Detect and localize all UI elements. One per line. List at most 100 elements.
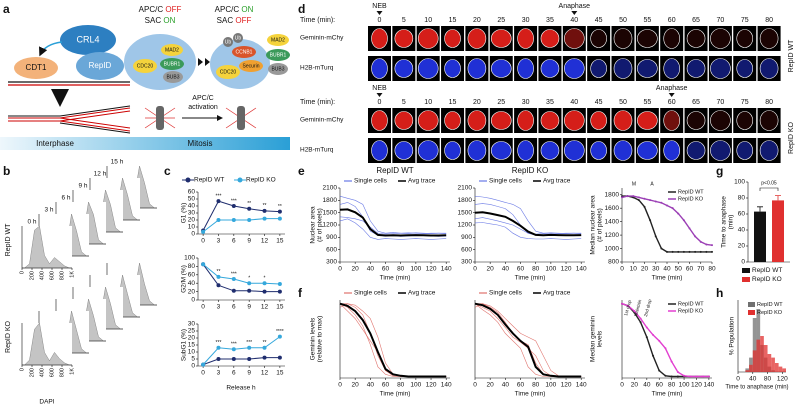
y-tick-label: 2100 — [458, 185, 473, 192]
event-arrow — [376, 93, 383, 97]
cell — [736, 59, 754, 78]
point — [701, 375, 704, 378]
hist-bar — [763, 345, 768, 372]
cell — [759, 28, 779, 49]
panel-label: a — [3, 2, 10, 16]
legend-label: RepID KO — [678, 308, 704, 314]
point — [231, 347, 236, 352]
protein — [133, 59, 157, 73]
channel-label: H2B-mTurq — [300, 65, 334, 72]
avg-trace — [339, 208, 447, 237]
y-tick-label: 80 — [738, 195, 746, 202]
cell — [686, 141, 706, 160]
x-tick-label: 20 — [487, 382, 495, 389]
legend-label: RepID WT — [194, 177, 224, 184]
channel-label: Geminin-mChy — [300, 35, 344, 42]
significance: *** — [246, 340, 252, 346]
protein — [239, 60, 263, 72]
row-label: RepID WT — [5, 223, 12, 256]
fork — [8, 105, 131, 134]
significance: *** — [231, 198, 237, 204]
time-tick: 10 — [424, 99, 432, 106]
y-tick-label: 1200 — [323, 222, 338, 229]
x-tick-label: 120 — [561, 382, 572, 389]
x-tick-label: 1K — [69, 368, 75, 375]
legend-label: Single cells — [354, 290, 388, 297]
y-tick-label: 60 — [188, 189, 196, 196]
point — [658, 339, 661, 342]
event-arrow — [571, 11, 578, 15]
frame — [757, 108, 781, 133]
point — [637, 196, 640, 199]
time-tick: 20 — [473, 99, 481, 106]
chart-title: RepID KO — [512, 166, 548, 175]
legend-label: RepID WT — [678, 189, 704, 195]
single-trace — [474, 222, 582, 240]
hist-bar — [767, 354, 772, 372]
y-tick-label: 1000 — [605, 245, 620, 252]
cell — [613, 58, 633, 79]
time-label: 12 h — [94, 171, 107, 178]
time-tick: 40 — [570, 99, 578, 106]
time-tick: 0 — [378, 17, 382, 24]
cell — [637, 29, 658, 48]
x-tick-label: 50 — [675, 266, 683, 273]
y-axis-label: G1 (%) — [181, 203, 188, 224]
single-trace — [339, 303, 447, 377]
hist-bar — [752, 318, 757, 372]
x-tick-label: 9 — [247, 304, 251, 311]
hist-bar — [752, 350, 757, 372]
cell — [467, 28, 487, 49]
cell — [444, 29, 461, 48]
time-tick: 5 — [402, 99, 406, 106]
event-label: NEB — [372, 85, 387, 92]
significance: *** — [216, 193, 222, 199]
x-tick-label: 40 — [502, 382, 510, 389]
time-tick: 25 — [497, 99, 505, 106]
y-tick-label: 20 — [188, 288, 196, 295]
ub — [233, 33, 243, 43]
y-tick-label: 60 — [188, 272, 196, 279]
y-tick-label: 20 — [188, 335, 196, 342]
cell — [759, 58, 779, 79]
time-tick: 0 — [378, 99, 382, 106]
point — [247, 218, 252, 222]
phase-bar — [0, 137, 290, 150]
point — [247, 206, 252, 211]
activation-label: activation — [188, 104, 218, 111]
y-tick-label: 2100 — [323, 185, 338, 192]
protein-label: BUB3 — [166, 74, 179, 80]
protein — [267, 34, 289, 46]
legend-swatch — [742, 268, 750, 273]
cell — [663, 28, 681, 49]
y-tick-label: 1600 — [605, 205, 620, 212]
y-tick-label: 60 — [738, 211, 746, 218]
activation-label: APC/C — [192, 95, 213, 102]
point — [699, 240, 702, 243]
hist-bar — [760, 336, 764, 372]
legend-marker — [185, 177, 191, 183]
cell — [467, 140, 487, 161]
protein-label: CDC20 — [137, 63, 154, 69]
y-tick-label: 1800 — [458, 197, 473, 204]
phase-label: Interphase — [36, 139, 74, 148]
protein — [216, 65, 240, 79]
x-axis-label: Time (min) — [380, 275, 411, 282]
point — [262, 208, 267, 213]
point — [688, 227, 691, 230]
point — [262, 216, 267, 221]
point — [654, 235, 657, 238]
series-line — [202, 336, 281, 365]
annotation: Maintain — [633, 299, 642, 317]
x-tick-label: 60 — [382, 382, 390, 389]
legend-label: Single cells — [489, 290, 523, 297]
time-label: Time (min): — [300, 17, 335, 24]
cell — [563, 140, 585, 161]
single-trace — [340, 303, 447, 377]
point — [277, 216, 282, 221]
frame — [708, 26, 732, 51]
error-bar — [775, 195, 781, 201]
y-tick-label: 900 — [461, 234, 472, 241]
x-tick-label: 20 — [352, 266, 360, 273]
single-trace — [474, 303, 582, 377]
